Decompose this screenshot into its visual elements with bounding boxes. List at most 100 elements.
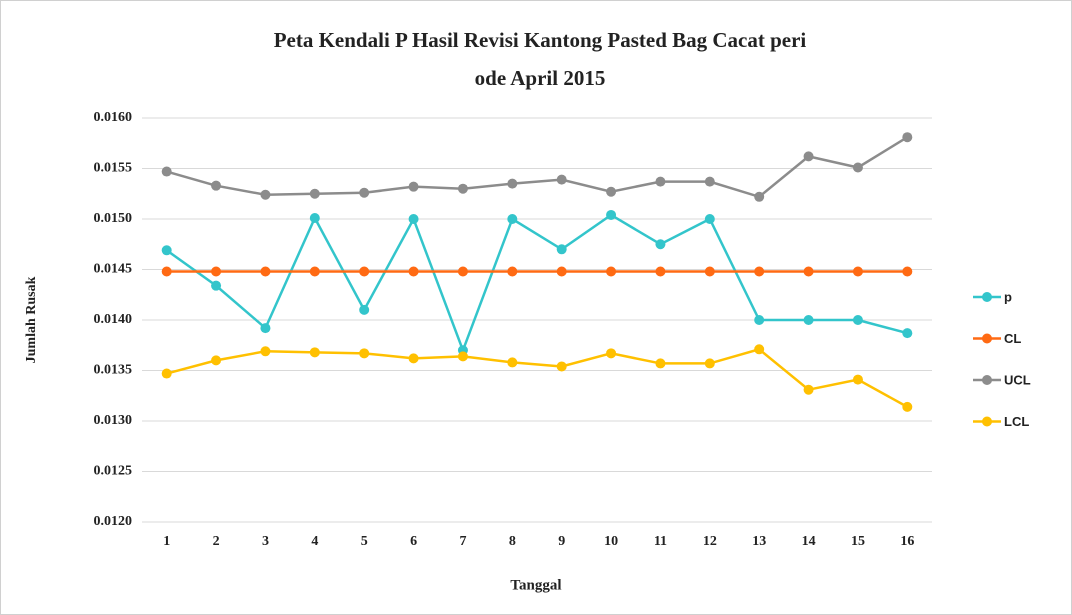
data-point — [754, 315, 765, 325]
x-axis-title: Tanggal — [510, 577, 561, 593]
data-point — [507, 214, 518, 224]
x-tick-label: 12 — [703, 534, 717, 549]
data-point — [704, 266, 715, 277]
series-line — [165, 213, 908, 354]
y-tick-label: 0.0155 — [94, 161, 133, 176]
data-point — [606, 186, 617, 197]
data-point — [359, 187, 370, 198]
data-point — [556, 174, 567, 185]
data-point — [161, 368, 172, 379]
data-point — [556, 244, 567, 255]
data-point — [161, 266, 172, 277]
data-point — [161, 166, 172, 177]
data-point — [655, 239, 666, 250]
y-tick-label: 0.0150 — [94, 211, 133, 226]
x-tick-label: 5 — [361, 534, 368, 549]
legend-marker — [982, 333, 992, 344]
data-point — [902, 266, 913, 277]
legend-label: LCL — [1004, 414, 1029, 429]
data-point — [457, 266, 468, 277]
x-tick-label: 2 — [213, 534, 220, 549]
data-point — [704, 358, 715, 369]
x-tick-label: 14 — [802, 534, 816, 549]
series-line — [166, 136, 908, 199]
data-point — [852, 315, 863, 325]
legend-marker — [982, 416, 992, 427]
x-tick-label: 4 — [311, 534, 318, 549]
x-tick-label: 3 — [262, 534, 269, 549]
data-point — [507, 178, 518, 189]
data-point — [408, 214, 419, 224]
data-point — [655, 358, 666, 369]
data-point — [359, 266, 370, 277]
legend-marker — [982, 292, 992, 302]
data-point — [606, 209, 617, 220]
data-point — [803, 151, 814, 162]
data-point — [359, 348, 370, 359]
legend-label: CL — [1004, 331, 1021, 346]
data-point — [507, 266, 518, 277]
y-tick-label: 0.0135 — [94, 363, 133, 378]
data-point — [754, 266, 765, 277]
data-point — [556, 361, 567, 372]
data-point — [211, 355, 222, 366]
y-tick-label: 0.0140 — [94, 312, 133, 327]
y-tick-label: 0.0130 — [94, 413, 133, 428]
legend-label: UCL — [1004, 372, 1031, 387]
data-point — [408, 181, 419, 192]
legend-marker — [982, 375, 992, 385]
data-point — [803, 315, 814, 325]
data-point — [902, 328, 913, 339]
data-point — [852, 266, 863, 277]
data-point — [457, 351, 468, 362]
data-point — [902, 132, 913, 143]
data-point — [260, 266, 271, 277]
y-tick-label: 0.0160 — [94, 110, 133, 125]
x-tick-label: 11 — [654, 534, 667, 549]
data-point — [161, 245, 172, 256]
data-point — [309, 212, 320, 223]
data-point — [211, 266, 222, 277]
data-point — [457, 183, 468, 194]
data-point — [606, 348, 617, 359]
y-tick-label: 0.0125 — [94, 464, 133, 479]
x-tick-label: 10 — [604, 534, 618, 549]
data-point — [655, 266, 666, 277]
data-point — [852, 374, 863, 385]
data-point — [260, 323, 271, 334]
legend-label: p — [1004, 289, 1012, 304]
y-tick-label: 0.0120 — [94, 514, 133, 529]
data-point — [309, 347, 320, 358]
x-tick-label: 13 — [752, 534, 766, 549]
y-tick-label: 0.0145 — [94, 262, 133, 277]
x-tick-label: 9 — [558, 534, 565, 549]
x-tick-label: 1 — [163, 534, 170, 549]
data-point — [754, 344, 765, 355]
chart-title: Peta Kendali P Hasil Revisi Kantong Past… — [274, 28, 807, 52]
series-line — [166, 347, 908, 408]
data-point — [260, 346, 271, 357]
data-point — [260, 189, 271, 200]
data-point — [606, 266, 617, 277]
x-tick-label: 15 — [851, 534, 865, 549]
data-point — [803, 384, 814, 395]
x-tick-label: 6 — [410, 534, 417, 549]
data-point — [556, 266, 567, 277]
data-point — [754, 191, 765, 202]
data-point — [211, 280, 222, 291]
data-point — [852, 162, 863, 173]
data-point — [902, 401, 913, 412]
data-point — [655, 176, 666, 187]
data-point — [704, 176, 715, 187]
data-point — [408, 266, 419, 277]
x-tick-label: 16 — [900, 534, 914, 549]
x-tick-label: 7 — [459, 534, 466, 549]
data-point — [408, 353, 419, 364]
data-point — [507, 357, 518, 368]
data-point — [309, 188, 320, 199]
y-axis-title: Jumlah Rusak — [24, 276, 39, 363]
data-point — [211, 180, 222, 191]
data-point — [704, 214, 715, 224]
